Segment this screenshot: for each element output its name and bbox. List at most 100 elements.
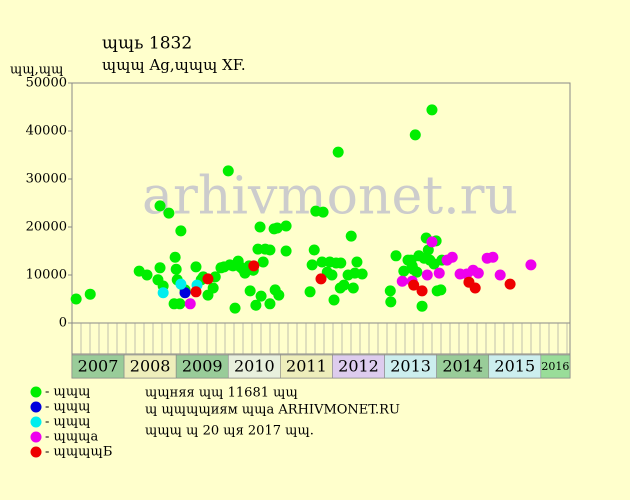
legend-marker <box>30 431 42 443</box>
point <box>154 200 166 212</box>
point <box>525 259 537 271</box>
x-tick-label: 2007 <box>78 357 119 376</box>
point <box>202 273 214 285</box>
point <box>179 287 191 299</box>
note: ɰɰняя ɰɰ 11681 ɰɰ <box>145 386 298 401</box>
x-tick-label: 2013 <box>390 357 431 376</box>
point <box>332 146 344 158</box>
point <box>207 282 219 294</box>
point <box>70 293 82 305</box>
point <box>446 251 458 263</box>
point <box>351 256 363 268</box>
point <box>416 285 428 297</box>
point <box>273 289 285 301</box>
point <box>384 285 396 297</box>
point <box>175 225 187 237</box>
point <box>229 302 241 314</box>
point <box>411 266 423 278</box>
point <box>280 220 292 232</box>
point <box>154 262 166 274</box>
point <box>347 282 359 294</box>
point <box>328 294 340 306</box>
legend-marker <box>30 401 42 413</box>
point <box>421 269 433 281</box>
point <box>494 269 506 281</box>
point <box>190 286 202 298</box>
x-tick-label: 2012 <box>338 357 379 376</box>
point <box>257 256 269 268</box>
legend-label: - ɰɰɰ <box>45 400 91 415</box>
y-tick-label: 10000 <box>26 268 67 283</box>
point <box>157 287 169 299</box>
point <box>326 269 338 281</box>
y-axis-label: ɰɰ,ɰɰ <box>10 63 63 78</box>
y-tick-label: 20000 <box>26 220 67 235</box>
point <box>345 230 357 242</box>
legend-marker <box>30 386 42 398</box>
legend-marker <box>30 446 42 458</box>
point <box>487 251 499 263</box>
point <box>250 299 262 311</box>
point <box>163 207 175 219</box>
point <box>385 296 397 308</box>
point <box>317 206 329 218</box>
point <box>504 278 516 290</box>
point <box>304 286 316 298</box>
point <box>280 245 292 257</box>
y-tick-label: 50000 <box>26 76 67 91</box>
point <box>426 104 438 116</box>
point <box>469 282 481 294</box>
x-tick-label: 2009 <box>182 357 223 376</box>
point <box>255 290 267 302</box>
point <box>264 244 276 256</box>
point <box>170 263 182 275</box>
x-tick-label: 2015 <box>494 357 535 376</box>
legend-label: - ɰɰɰ <box>45 385 91 400</box>
point <box>84 288 96 300</box>
legend-label: - ɰɰɰа <box>45 430 99 445</box>
point <box>409 129 421 141</box>
point <box>174 298 186 310</box>
y-tick-label: 30000 <box>26 172 67 187</box>
legend-label: - ɰɰɰ <box>45 415 91 430</box>
point <box>271 222 283 234</box>
point <box>408 279 420 291</box>
year-band <box>540 354 571 379</box>
legend-label: - ɰɰɰɰБ <box>45 445 112 460</box>
point <box>416 300 428 312</box>
x-tick-label: 2014 <box>442 357 483 376</box>
x-tick-label: 2011 <box>286 357 327 376</box>
x-tick-label: 2016 <box>541 360 569 373</box>
point <box>184 298 196 310</box>
point <box>141 269 153 281</box>
point <box>433 267 445 279</box>
point <box>338 279 350 291</box>
point <box>190 261 202 273</box>
point <box>264 298 276 310</box>
point <box>244 285 256 297</box>
point <box>308 244 320 256</box>
point <box>335 257 347 269</box>
point <box>248 260 260 272</box>
point <box>222 165 234 177</box>
point <box>472 267 484 279</box>
point <box>315 273 327 285</box>
point <box>435 284 447 296</box>
watermark: arhivmonet.ru <box>142 167 518 227</box>
note: ɰɰɰ ɰ 20 ɰя 2017 ɰɰ. <box>145 424 314 439</box>
legend-marker <box>30 416 42 428</box>
chart-subtitle: ɰɰɰ Ag,ɰɰɰ XF. <box>102 56 246 74</box>
point <box>175 278 187 290</box>
point <box>169 251 181 263</box>
point <box>356 268 368 280</box>
point <box>390 250 402 262</box>
point <box>254 221 266 233</box>
point <box>396 275 408 287</box>
x-tick-label: 2010 <box>234 357 275 376</box>
point <box>316 256 328 268</box>
y-tick-label: 0 <box>59 316 67 331</box>
point <box>306 259 318 271</box>
note: ɰ ɰɰɰɰиям ɰɰа ARHIVMONET.RU <box>145 403 400 418</box>
x-tick-label: 2008 <box>130 357 171 376</box>
